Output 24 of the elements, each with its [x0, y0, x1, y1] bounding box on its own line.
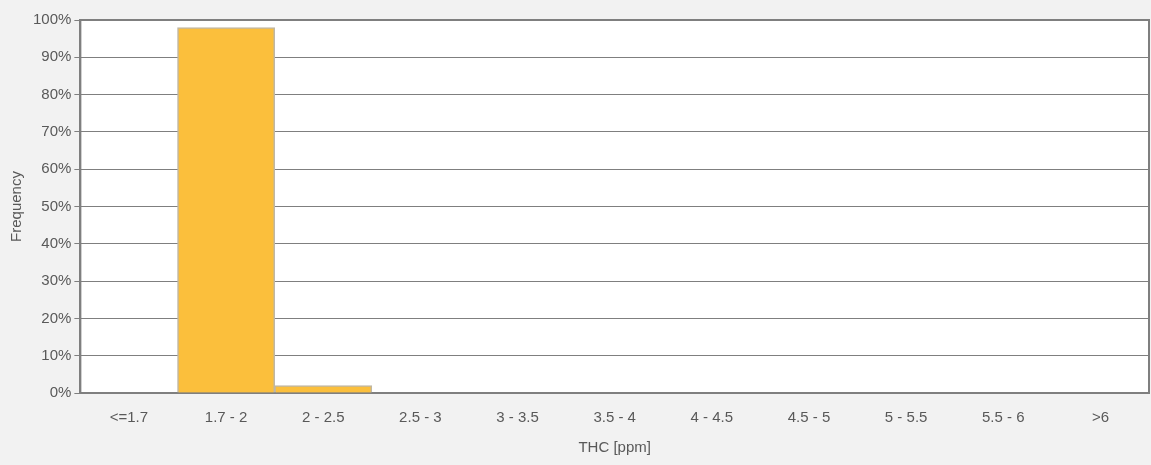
y-tick-label: 100% [32, 10, 72, 28]
y-tick-label: 30% [41, 271, 72, 289]
y-axis-title: Frequency [7, 170, 25, 242]
x-tick-label: 1.7 - 2 [204, 408, 248, 426]
y-tick-label: 80% [41, 84, 72, 102]
y-tick-label: 20% [41, 308, 72, 326]
x-tick-label: 3 - 3.5 [496, 408, 539, 426]
y-tick-label: 40% [41, 233, 72, 251]
x-tick-label: 4.5 - 5 [787, 408, 831, 426]
x-tick-label: 4 - 4.5 [690, 408, 734, 426]
x-axis-title: THC [ppm] [578, 438, 651, 456]
y-tick-label: 50% [41, 196, 72, 214]
y-tick-label: 10% [41, 345, 72, 363]
x-tick-label: 2.5 - 3 [399, 408, 442, 426]
y-tick-label: 0% [49, 383, 72, 401]
y-tick-label: 90% [41, 47, 72, 65]
x-tick-label: 3.5 - 4 [593, 408, 636, 426]
x-tick-label: 5 - 5.5 [884, 408, 928, 426]
x-tick-label: <=1.7 [109, 408, 149, 426]
x-tick-label: 2 - 2.5 [301, 408, 345, 426]
y-tick-label: 60% [41, 159, 72, 177]
x-tick-label: >6 [1091, 408, 1109, 426]
x-tick-label: 5.5 - 6 [982, 408, 1025, 426]
y-tick-label: 70% [41, 122, 72, 140]
